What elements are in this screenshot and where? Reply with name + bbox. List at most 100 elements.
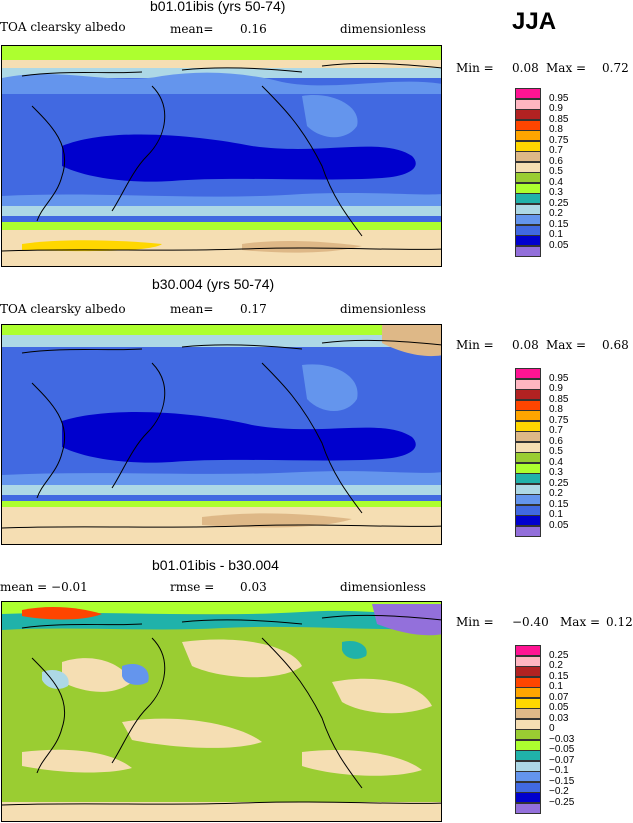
panel-1-units: dimensionless	[340, 22, 426, 36]
legend-swatch	[515, 676, 541, 688]
legend-label: 0.95	[549, 92, 569, 104]
panel-2-mean-label: mean=	[170, 302, 214, 316]
panel-2-units: dimensionless	[340, 302, 426, 316]
legend-label: 0.5	[549, 446, 563, 457]
legend-swatch	[515, 420, 541, 432]
legend-label: 0.25	[549, 649, 569, 661]
legend-label: 0.9	[549, 103, 563, 114]
legend-label: 0.2	[549, 488, 563, 499]
legend-label: 0.95	[549, 372, 569, 384]
panel-1-map	[1, 45, 442, 267]
legend-label: 0.9	[549, 383, 563, 394]
legend-label: 0.3	[549, 467, 563, 478]
panel-1-mean-label: mean=	[170, 22, 214, 36]
panel-3-title: b01.01ibis - b30.004	[152, 557, 279, 573]
legend-swatch	[515, 718, 541, 730]
panel-1-min-value: 0.08	[512, 61, 539, 75]
panel-3-units: dimensionless	[340, 580, 426, 594]
legend-swatch	[515, 771, 541, 782]
legend-swatch	[515, 203, 541, 215]
legend-label: −0.1	[549, 765, 569, 776]
legend-swatch	[515, 368, 541, 379]
legend-label: 0.15	[549, 670, 569, 682]
panel-1-title: b01.01ibis (yrs 50-74)	[150, 0, 286, 14]
legend-label: −0.2	[549, 786, 569, 797]
legend-swatch	[515, 494, 541, 505]
legend-swatch	[515, 140, 541, 152]
legend-label: 0.1	[549, 681, 563, 692]
legend-swatch	[515, 182, 541, 194]
panel-3-max-value: 0.12	[606, 615, 633, 629]
legend-label: 0.15	[549, 498, 569, 510]
legend-swatch	[515, 119, 541, 131]
panel-2-min-label: Min =	[456, 338, 494, 352]
panel-1-mean-value: 0.16	[240, 22, 267, 36]
panel-2-min-value: 0.08	[512, 338, 539, 352]
season-label: JJA	[512, 8, 557, 35]
legend-swatch	[515, 792, 541, 803]
panel-2-max-label: Max =	[546, 338, 587, 352]
panel-2-variable-label: TOA clearsky albedo	[0, 302, 126, 316]
legend-swatch	[515, 504, 541, 516]
legend-label: 0.07	[549, 691, 569, 703]
legend-label: 0.85	[549, 393, 569, 405]
legend-label: 0.4	[549, 456, 563, 468]
legend-label: −0.15	[549, 775, 575, 787]
legend-label: 0.05	[549, 702, 569, 713]
legend-swatch	[515, 431, 541, 442]
legend-label: 0.15	[549, 218, 569, 230]
legend-label: 0.75	[549, 134, 569, 146]
panel-1-contour-field	[2, 46, 441, 266]
legend-label: 0.1	[549, 229, 563, 240]
legend-swatch	[515, 739, 541, 751]
panel-1-max-value: 0.72	[602, 61, 629, 75]
legend-swatch	[515, 655, 541, 667]
legend-swatch	[515, 172, 541, 183]
legend-swatch	[515, 750, 541, 761]
legend-label: 0.25	[549, 197, 569, 209]
legend-swatch	[515, 214, 541, 225]
panel-3-map	[1, 601, 442, 822]
legend-swatch	[515, 781, 541, 793]
panel-3-mean-label: mean = −0.01	[0, 580, 88, 594]
legend-label: 0.7	[549, 145, 563, 156]
legend-swatch	[515, 697, 541, 709]
legend-swatch	[515, 193, 541, 204]
legend-swatch	[515, 410, 541, 421]
legend-label: −0.05	[549, 744, 575, 755]
legend-label: −0.25	[549, 796, 575, 808]
legend-label: 0.3	[549, 187, 563, 198]
legend-swatch	[515, 760, 541, 772]
legend-label: 0.6	[549, 435, 563, 447]
legend-label: 0.2	[549, 208, 563, 219]
legend-swatch	[515, 245, 541, 257]
legend-swatch	[515, 515, 541, 526]
legend-swatch	[515, 802, 541, 814]
legend-label: 0.8	[549, 124, 563, 135]
legend-swatch	[515, 378, 541, 390]
panel-3-max-label: Max =	[560, 615, 601, 629]
legend-swatch	[515, 473, 541, 484]
panel-3-rmse-label: rmse =	[170, 580, 215, 594]
legend-swatch	[515, 708, 541, 719]
legend-swatch	[515, 224, 541, 236]
legend-label: 0.03	[549, 712, 569, 724]
legend-swatch	[515, 235, 541, 246]
legend-label: 0.6	[549, 155, 563, 167]
panel-3-contour-field	[2, 602, 441, 821]
legend-swatch	[515, 441, 541, 453]
legend-swatch	[515, 98, 541, 110]
legend-swatch	[515, 666, 541, 677]
legend-swatch	[515, 729, 541, 740]
legend-label: 0.7	[549, 425, 563, 436]
legend-label: 0.5	[549, 166, 563, 177]
panel-1-max-label: Max =	[546, 61, 587, 75]
legend-label: 0.85	[549, 113, 569, 125]
legend-label: 0.1	[549, 509, 563, 520]
legend-label: 0.25	[549, 477, 569, 489]
legend-swatch	[515, 389, 541, 400]
panel-2-max-value: 0.68	[602, 338, 629, 352]
panel-2-mean-value: 0.17	[240, 302, 267, 316]
legend-swatch	[515, 687, 541, 698]
legend-swatch	[515, 483, 541, 495]
